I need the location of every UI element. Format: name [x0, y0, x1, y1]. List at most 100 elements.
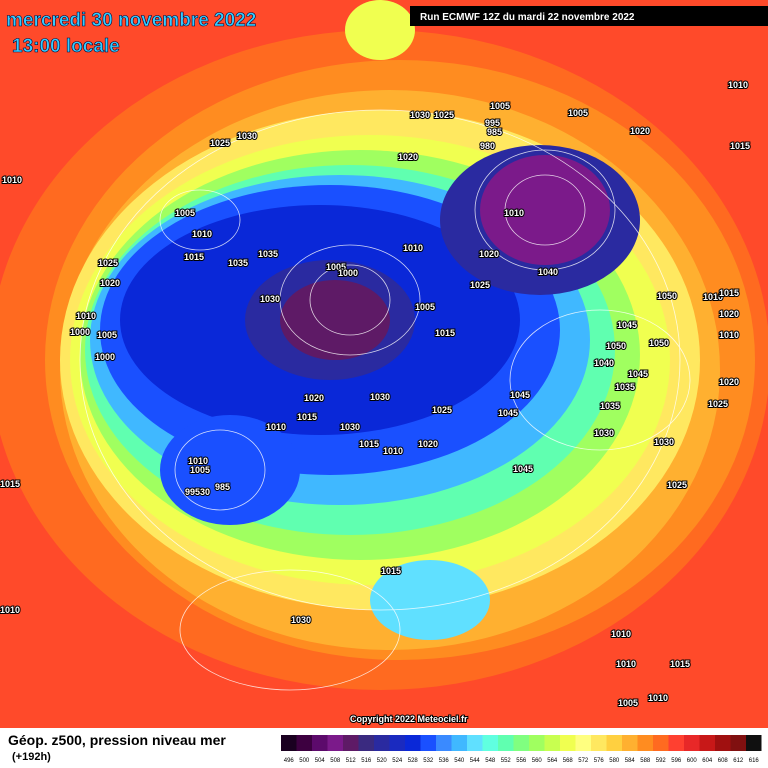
pressure-label: 1050 — [649, 338, 669, 348]
legend-swatch — [451, 735, 467, 751]
legend-label: 584 — [625, 758, 636, 764]
legend-swatch — [715, 735, 731, 751]
copyright: Copyright 2022 Meteociel.fr — [350, 714, 468, 724]
pressure-label: 1035 — [228, 258, 248, 268]
pressure-label: 1045 — [628, 369, 648, 379]
pressure-label: 1015 — [670, 659, 690, 669]
pressure-label: 1035 — [600, 401, 620, 411]
pressure-label: 1015 — [0, 479, 20, 489]
pressure-label: 1015 — [297, 412, 317, 422]
pressure-label: 1020 — [418, 439, 438, 449]
pressure-label: 1015 — [381, 566, 401, 576]
pressure-label: 1020 — [304, 393, 324, 403]
pressure-label: 985 — [215, 482, 230, 492]
legend-swatch — [575, 735, 591, 751]
legend-label: 556 — [516, 758, 527, 764]
pressure-label: 1045 — [510, 390, 530, 400]
legend-swatch — [684, 735, 700, 751]
pressure-label: 1035 — [615, 382, 635, 392]
legend-swatch — [606, 735, 622, 751]
pressure-label: 1005 — [175, 208, 195, 218]
pressure-label: 1010 — [611, 629, 631, 639]
legend-label: 504 — [315, 758, 326, 764]
pressure-label: 1005 — [97, 330, 117, 340]
pressure-label: 1015 — [184, 252, 204, 262]
legend-label: 524 — [392, 758, 403, 764]
pressure-label: 1000 — [338, 268, 358, 278]
pressure-label: 1000 — [70, 327, 90, 337]
pressure-label: 1015 — [359, 439, 379, 449]
legend-swatch — [498, 735, 514, 751]
legend-swatch — [544, 735, 560, 751]
legend-swatch — [436, 735, 452, 751]
pressure-label: 1010 — [0, 605, 20, 615]
legend-swatch — [312, 735, 328, 751]
legend-swatch — [560, 735, 576, 751]
legend-label: 600 — [687, 758, 698, 764]
legend-label: 596 — [671, 758, 682, 764]
pressure-label: 1020 — [398, 152, 418, 162]
legend-swatch — [343, 735, 359, 751]
pressure-label: 1045 — [617, 320, 637, 330]
pressure-label: 1040 — [594, 358, 614, 368]
run-bg — [410, 6, 768, 26]
legend-swatch — [358, 735, 374, 751]
field — [0, 0, 768, 728]
pressure-label: 1020 — [630, 126, 650, 136]
pressure-label: 1020 — [100, 278, 120, 288]
legend-label: 580 — [609, 758, 620, 764]
pressure-label: 1005 — [568, 108, 588, 118]
pressure-label: 1020 — [719, 377, 739, 387]
legend-label: 612 — [733, 758, 744, 764]
pressure-label: 99530 — [185, 487, 210, 497]
legend-swatch — [637, 735, 653, 751]
pressure-label: 1045 — [498, 408, 518, 418]
pressure-label: 1020 — [719, 309, 739, 319]
pressure-label: 1030 — [237, 131, 257, 141]
legend-swatch — [513, 735, 529, 751]
pressure-label: 1010 — [728, 80, 748, 90]
legend-label: 572 — [578, 758, 589, 764]
legend-label: 544 — [470, 758, 481, 764]
legend-label: 520 — [377, 758, 388, 764]
pressure-label: 1010 — [266, 422, 286, 432]
pressure-label: 1030 — [654, 437, 674, 447]
legend-label: 548 — [485, 758, 496, 764]
legend-swatch — [327, 735, 343, 751]
legend-label: 564 — [547, 758, 558, 764]
pressure-label: 1010 — [703, 292, 723, 302]
pressure-label: 1030 — [291, 615, 311, 625]
pressure-label: 1040 — [538, 267, 558, 277]
pressure-label: 1030 — [370, 392, 390, 402]
legend-swatch — [420, 735, 436, 751]
legend-label: 588 — [640, 758, 651, 764]
run: Run ECMWF 12Z du mardi 22 novembre 2022 — [420, 12, 635, 23]
pressure-label: 1010 — [383, 446, 403, 456]
legend-swatch — [668, 735, 684, 751]
legend-label: 560 — [532, 758, 543, 764]
pressure-label: 1030 — [340, 422, 360, 432]
pressure-label: 1030 — [410, 110, 430, 120]
pressure-label: 1010 — [616, 659, 636, 669]
pressure-label: 980 — [480, 141, 495, 151]
pressure-label: 1005 — [490, 101, 510, 111]
footer-title: Géop. z500, pression niveau mer — [8, 732, 226, 748]
date: mercredi 30 novembre 2022 — [6, 10, 256, 31]
legend-label: 532 — [423, 758, 434, 764]
legend-label: 536 — [439, 758, 450, 764]
pressure-label: 1025 — [434, 110, 454, 120]
legend-label: 592 — [656, 758, 667, 764]
pressure-label: 1015 — [435, 328, 455, 338]
legend-swatch — [281, 735, 297, 751]
legend-swatch — [699, 735, 715, 751]
legend-label: 604 — [702, 758, 713, 764]
pressure-label: 1020 — [479, 249, 499, 259]
pressure-label: 1025 — [470, 280, 490, 290]
pressure-label: 1010 — [76, 311, 96, 321]
pressure-label: 985 — [487, 127, 502, 137]
pressure-label: 1025 — [432, 405, 452, 415]
pressure-label: 1050 — [606, 341, 626, 351]
legend-swatch — [405, 735, 421, 751]
legend-swatch — [482, 735, 498, 751]
